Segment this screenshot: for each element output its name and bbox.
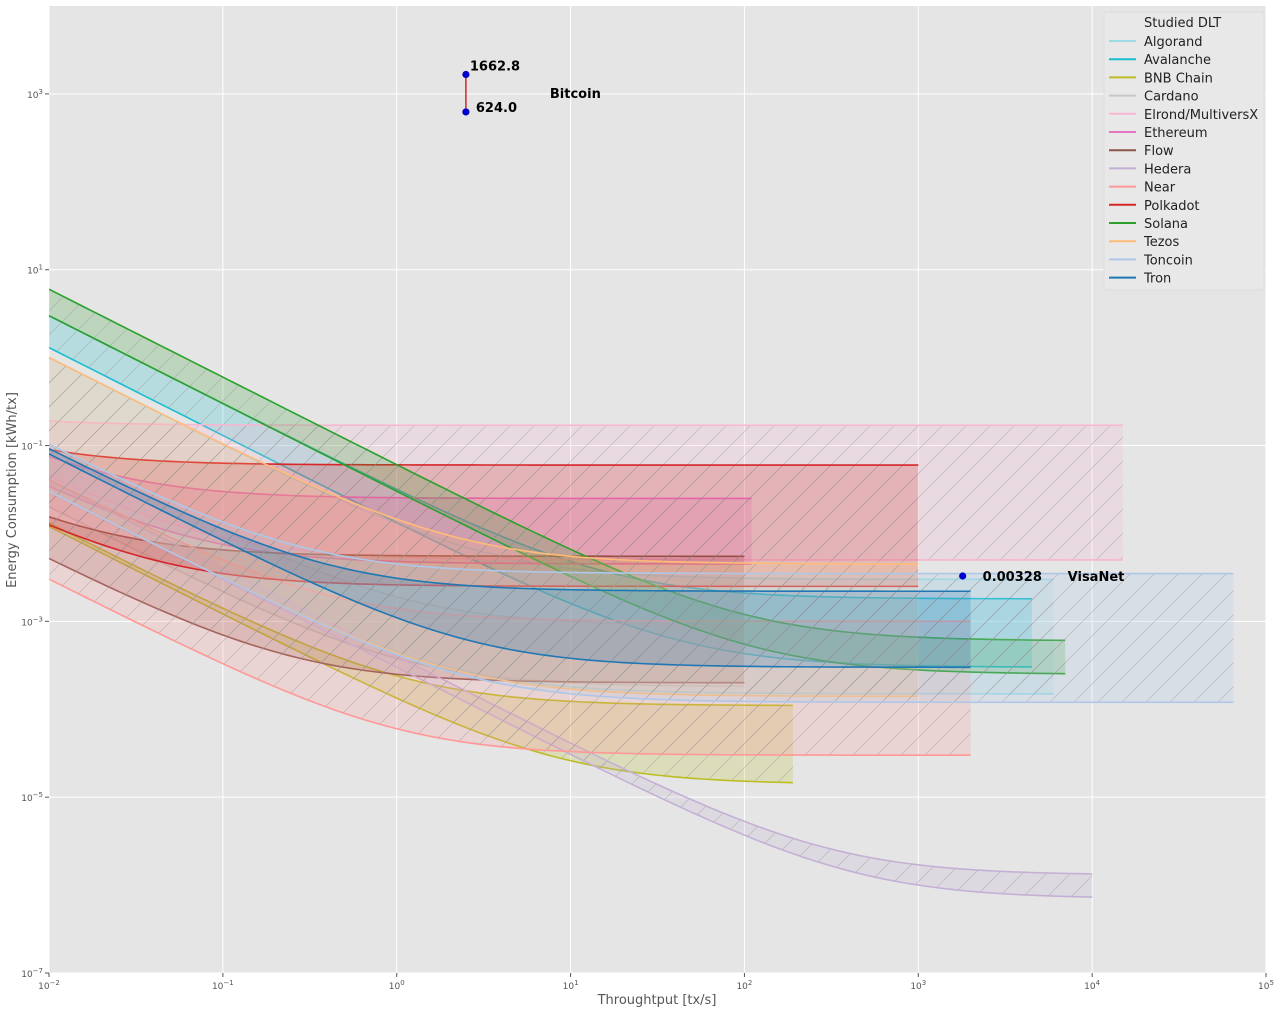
- line-upper-toncoin: [49, 443, 1234, 575]
- band-hatch-tron: [49, 448, 971, 668]
- legend-label-elrond-multiversx: Elrond/MultiversX: [1144, 108, 1258, 123]
- legend-label-cardano: Cardano: [1144, 90, 1199, 105]
- y-tick-label: 101: [27, 264, 43, 277]
- x-tick-label: 100: [389, 979, 405, 992]
- line-lower-tron: [49, 453, 971, 669]
- bitcoin-value-label: 624.0: [476, 101, 517, 116]
- legend-label-solana: Solana: [1144, 217, 1188, 232]
- y-axis-label: Energy Consumption [kWh/tx]: [5, 392, 20, 588]
- legend-label-tron: Tron: [1143, 272, 1171, 287]
- y-tick-label: 10−7: [21, 967, 43, 980]
- x-axis-ticks: 10−2 10−1 100 101 102 103 104 105: [38, 973, 1274, 992]
- line-upper-elrond-multiversx: [49, 420, 1123, 427]
- line-lower-toncoin: [49, 490, 1234, 704]
- legend: Studied DLT Algorand Avalanche BNB Chain Ca…: [1103, 11, 1265, 291]
- x-tick-label: 102: [736, 979, 752, 992]
- y-axis-ticks: 10−7 10−5 10−3 10−1 101 103: [21, 88, 49, 980]
- legend-label-algorand: Algorand: [1144, 35, 1203, 50]
- line-upper-tezos: [49, 356, 919, 565]
- visanet-value-label: 0.00328: [983, 570, 1042, 585]
- line-upper-tron: [49, 447, 971, 593]
- legend-label-tezos: Tezos: [1143, 235, 1180, 250]
- bitcoin-point: [462, 70, 470, 79]
- visanet-label: VisaNet: [1068, 570, 1125, 585]
- legend-title: Studied DLT: [1144, 16, 1221, 31]
- y-tick-label: 10−5: [21, 791, 43, 804]
- y-tick-label: 10−1: [21, 440, 43, 453]
- y-tick-label: 103: [27, 88, 43, 101]
- x-tick-label: 105: [1258, 979, 1274, 992]
- legend-label-near: Near: [1144, 181, 1176, 196]
- legend-label-bnb-chain: BNB Chain: [1144, 71, 1213, 86]
- bitcoin-value-label: 1662.8: [470, 59, 520, 74]
- x-tick-label: 10−1: [212, 979, 234, 992]
- x-axis-label: Throughtput [tx/s]: [597, 993, 717, 1008]
- x-tick-label: 101: [563, 979, 579, 992]
- visanet-point: [959, 572, 967, 580]
- series-bands: [49, 288, 1234, 898]
- x-tick-label: 103: [910, 979, 926, 992]
- legend-label-hedera: Hedera: [1144, 162, 1191, 177]
- line-lower-near: [49, 578, 971, 757]
- legend-label-avalanche: Avalanche: [1144, 53, 1211, 68]
- bitcoin-label: Bitcoin: [550, 87, 601, 102]
- legend-label-flow: Flow: [1144, 144, 1174, 159]
- legend-label-ethereum: Ethereum: [1144, 126, 1208, 141]
- x-tick-label: 10−2: [38, 979, 60, 992]
- legend-label-polkadot: Polkadot: [1144, 199, 1200, 214]
- legend-label-toncoin: Toncoin: [1143, 253, 1193, 268]
- y-tick-label: 10−3: [21, 615, 43, 628]
- bitcoin-point: [462, 108, 470, 116]
- x-tick-label: 104: [1084, 979, 1100, 992]
- annotations: 1662.8 624.0 Bitcoin 0.00328 VisaNet: [462, 59, 1124, 585]
